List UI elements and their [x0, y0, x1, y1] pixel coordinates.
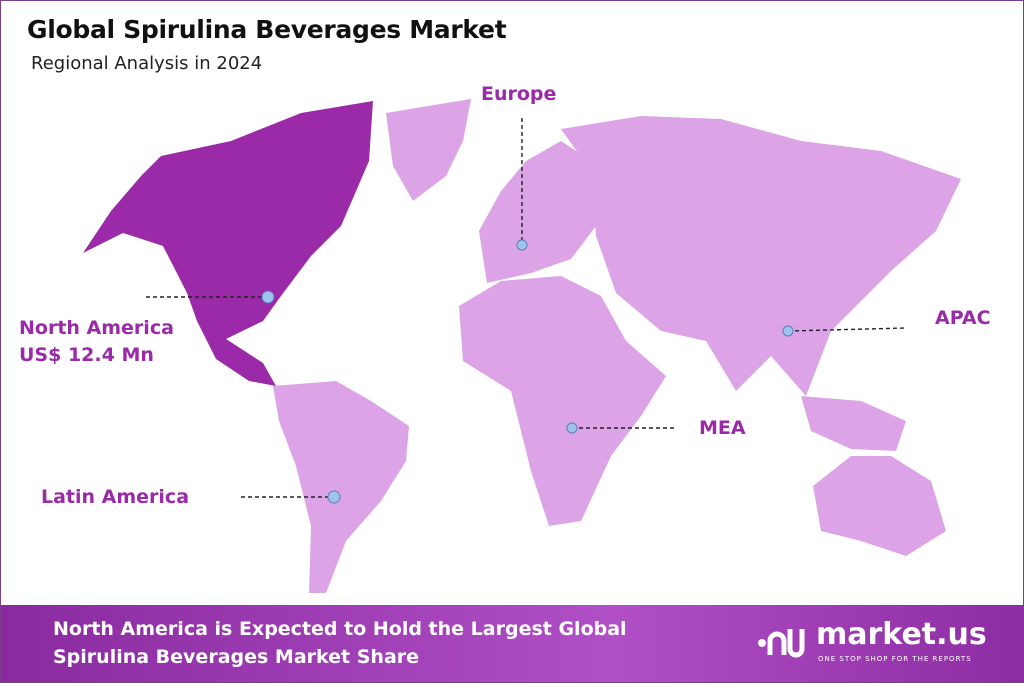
footer-line-2: Spirulina Beverages Market Share [53, 646, 420, 668]
world-map [83, 99, 961, 593]
footer-banner: North America is Expected to Hold the La… [1, 605, 1023, 682]
label-north-america: North America US$ 12.4 Mn [19, 315, 174, 369]
region-mea [459, 276, 666, 526]
page-subtitle: Regional Analysis in 2024 [31, 53, 263, 74]
marker-north-america [261, 290, 275, 304]
footer-line-1: North America is Expected to Hold the La… [53, 618, 627, 640]
leader-line-apac [787, 327, 907, 332]
region-asia-pacific [561, 116, 961, 396]
marker-latin-america [327, 490, 341, 504]
label-north-america-value: US$ 12.4 Mn [19, 344, 154, 366]
page-title: Global Spirulina Beverages Market [27, 15, 507, 44]
logo-mark-icon [758, 629, 805, 658]
region-europe [479, 141, 599, 283]
logo-name: market.us [816, 617, 987, 652]
label-europe: Europe [481, 83, 557, 105]
footer-text: North America is Expected to Hold the La… [53, 615, 627, 671]
label-latin-america: Latin America [41, 486, 190, 508]
region-latin-america [273, 381, 409, 593]
region-australia [813, 456, 946, 556]
marker-mea [566, 422, 578, 434]
region-southeast-asia [801, 396, 906, 451]
greenland [386, 99, 471, 201]
label-north-america-name: North America [19, 317, 174, 339]
market-us-logo: market.us ONE STOP SHOP FOR THE REPORTS [756, 617, 987, 667]
marker-europe [516, 239, 528, 251]
region-north-america [83, 101, 373, 386]
label-mea: MEA [699, 417, 746, 439]
logo-tagline: ONE STOP SHOP FOR THE REPORTS [818, 655, 972, 663]
label-apac: APAC [935, 307, 991, 329]
marker-apac [782, 325, 794, 337]
